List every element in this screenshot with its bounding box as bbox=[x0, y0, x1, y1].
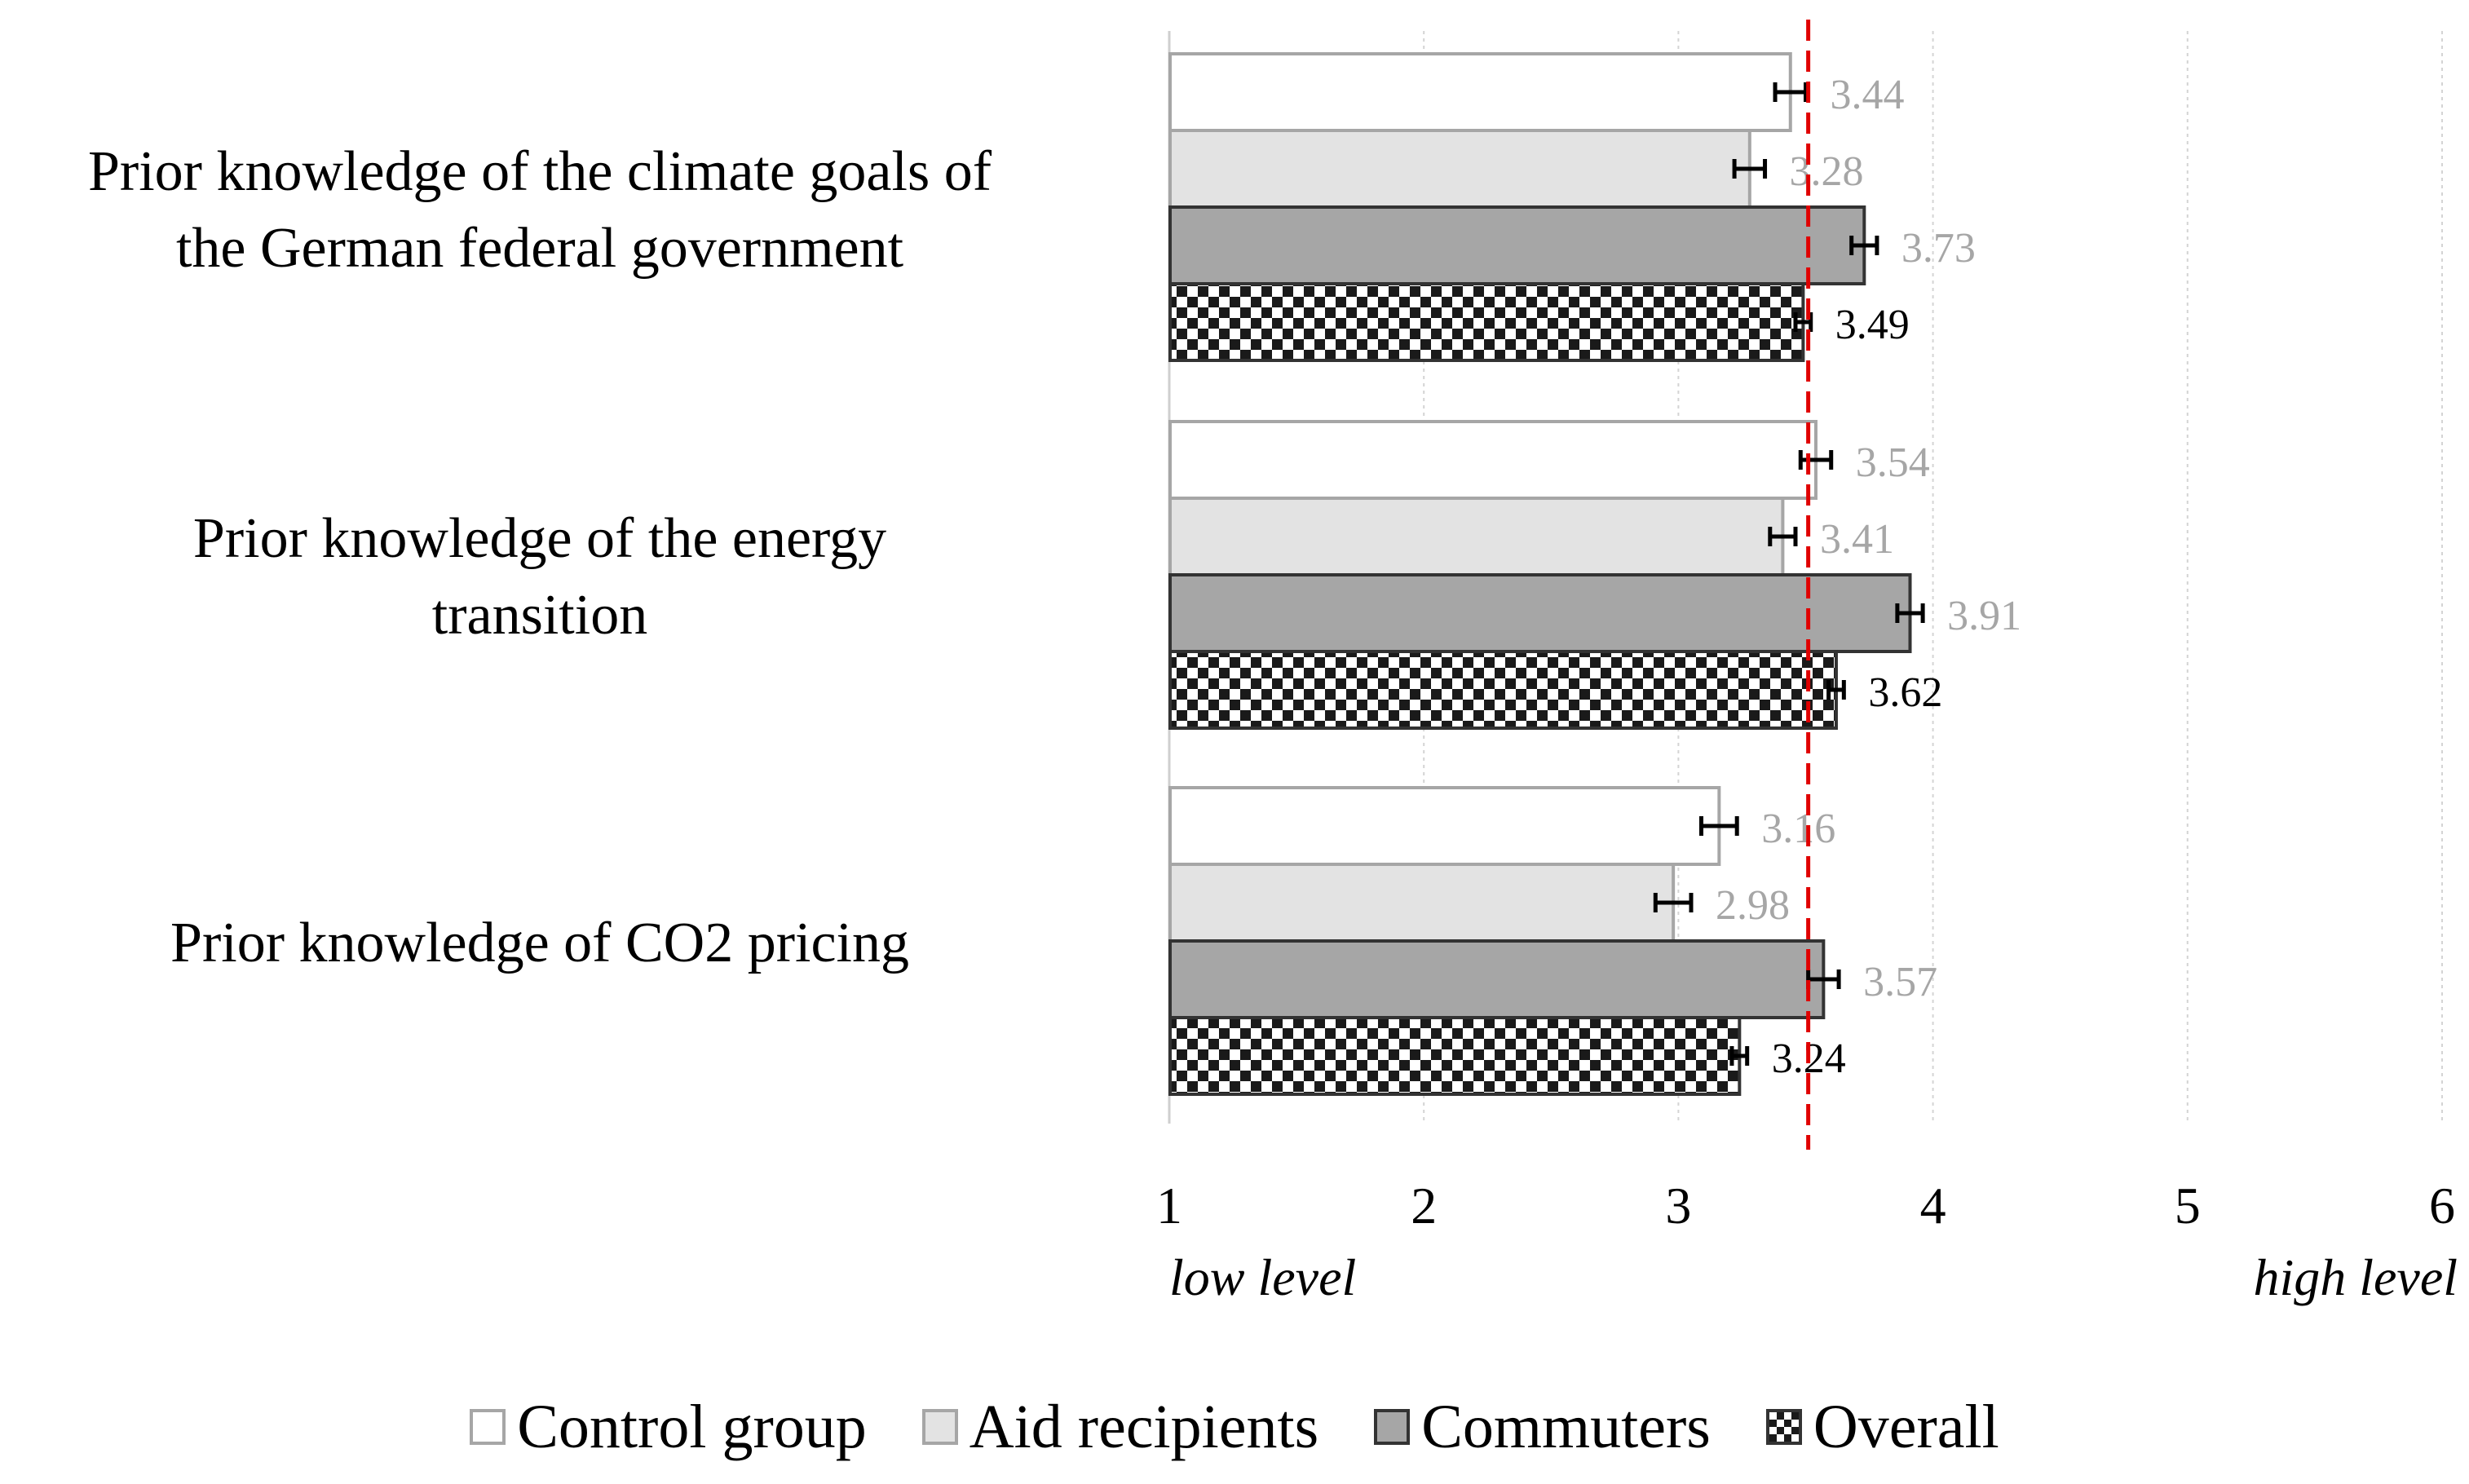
error-bar bbox=[1732, 159, 1768, 179]
x-tick-label: 2 bbox=[1411, 1177, 1437, 1234]
legend-item: Commuters bbox=[1374, 1392, 1711, 1463]
data-label: 3.28 bbox=[1790, 148, 1864, 195]
low-level-caption: low level bbox=[1169, 1248, 1357, 1306]
legend-item: Aid recipients bbox=[921, 1392, 1319, 1463]
error-bar bbox=[1729, 1046, 1750, 1066]
error-bar bbox=[1849, 236, 1879, 255]
legend-swatch bbox=[1374, 1409, 1411, 1445]
bar-aid-recipients bbox=[1168, 129, 1751, 209]
legend-label: Control group bbox=[517, 1392, 867, 1461]
legend-label: Commuters bbox=[1421, 1392, 1711, 1461]
bar-overall bbox=[1168, 1016, 1742, 1096]
legend-item: Overall bbox=[1765, 1392, 1999, 1463]
data-label: 3.49 bbox=[1835, 302, 1910, 348]
legend-label: Overall bbox=[1813, 1392, 1999, 1461]
error-bar bbox=[1793, 312, 1813, 332]
bar-commuters bbox=[1168, 205, 1866, 285]
category-label: Prior knowledge of CO2 pricing bbox=[170, 912, 909, 974]
error-bar bbox=[1798, 450, 1834, 470]
bar-aid-recipients bbox=[1168, 497, 1785, 576]
legend-label: Aid recipients bbox=[969, 1392, 1319, 1461]
legend-swatch bbox=[1765, 1409, 1802, 1445]
bar-commuters bbox=[1168, 939, 1826, 1019]
bar-aid-recipients bbox=[1168, 863, 1676, 943]
x-axis-ticks: 1 2 3 4 5 6 bbox=[1156, 1177, 2455, 1234]
bar-control-group bbox=[1168, 786, 1721, 866]
bar-commuters bbox=[1168, 573, 1912, 653]
error-bar bbox=[1826, 680, 1846, 700]
bar-control-group bbox=[1168, 52, 1792, 132]
high-level-caption: high level bbox=[2253, 1248, 2458, 1306]
category-label: Prior knowledge of the climate goals of t… bbox=[87, 140, 992, 280]
error-bar bbox=[1698, 816, 1739, 836]
legend: Control group Aid recipients Commuters Over… bbox=[0, 1390, 2469, 1464]
error-bar bbox=[1773, 82, 1808, 102]
data-label: 3.91 bbox=[1947, 593, 2021, 639]
error-bar bbox=[1895, 603, 1925, 623]
data-label: 3.41 bbox=[1820, 516, 1894, 563]
bar-control-group bbox=[1168, 420, 1818, 500]
legend-swatch bbox=[470, 1409, 506, 1445]
data-label: 3.62 bbox=[1868, 669, 1942, 716]
data-label: 2.98 bbox=[1716, 882, 1790, 929]
data-label: 3.73 bbox=[1901, 225, 1976, 272]
legend-item: Control group bbox=[470, 1392, 867, 1463]
error-bar bbox=[1653, 893, 1694, 912]
error-bar bbox=[1768, 527, 1798, 546]
data-label: 3.57 bbox=[1863, 959, 1937, 1005]
bar-overall bbox=[1168, 282, 1805, 362]
data-label: 3.16 bbox=[1761, 806, 1835, 852]
bars: 3.44 3.28 3.73 3.49 3.54 3.41 3.913.62 3.16 2.98… bbox=[1168, 52, 2021, 1096]
x-tick-label: 6 bbox=[2429, 1177, 2455, 1234]
x-tick-label: 1 bbox=[1156, 1177, 1182, 1234]
x-tick-label: 4 bbox=[1920, 1177, 1946, 1234]
x-tick-label: 5 bbox=[2175, 1177, 2201, 1234]
data-label: 3.44 bbox=[1831, 72, 1905, 118]
x-tick-label: 3 bbox=[1665, 1177, 1691, 1234]
data-label: 3.54 bbox=[1856, 439, 1930, 486]
bar-overall bbox=[1168, 650, 1838, 730]
legend-swatch bbox=[921, 1409, 958, 1445]
category-label: Prior knowledge of the energy transition bbox=[192, 507, 887, 647]
